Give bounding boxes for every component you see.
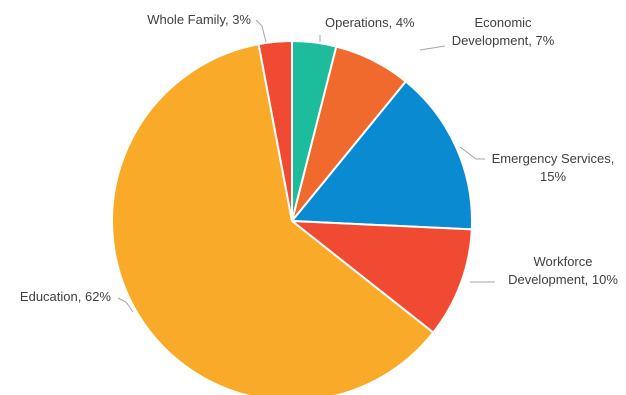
leader-line-emergency-services — [459, 146, 485, 160]
data-label-line: Emergency Services, — [492, 151, 615, 166]
data-label-line: Economic — [474, 15, 532, 30]
pie-slices — [111, 39, 473, 395]
pie-slice-whole-family — [257, 39, 293, 222]
leader-line-economic-development — [419, 45, 446, 51]
pie-slice-workforce-development — [288, 219, 473, 335]
data-label-economic-development: Economic Development, 7% — [452, 15, 555, 48]
leader-line-education — [117, 297, 134, 313]
data-label-education: Education, 62% — [20, 289, 112, 304]
leader-line-whole-family — [255, 19, 267, 43]
data-label-emergency-services: Emergency Services, 15% — [492, 151, 615, 184]
data-label-line: Development, 7% — [452, 33, 555, 48]
data-label-line: Whole Family, 3% — [147, 12, 251, 27]
slice-labels: Operations, 4% Economic Development, 7% Eme… — [20, 12, 618, 304]
data-label-line: Workforce — [534, 254, 593, 269]
data-label-workforce-development: Workforce Development, 10% — [508, 254, 618, 287]
data-label-line: Development, 10% — [508, 272, 618, 287]
data-label-whole-family: Whole Family, 3% — [147, 12, 251, 27]
data-label-line: Operations, 4% — [325, 15, 415, 30]
data-label-line: 15% — [540, 169, 566, 184]
pie-slice-education — [111, 42, 435, 395]
data-label-line: Education, 62% — [20, 289, 112, 304]
leader-lines — [117, 19, 495, 313]
data-label-operations: Operations, 4% — [325, 15, 415, 30]
pie-slice-emergency-services — [289, 80, 473, 231]
